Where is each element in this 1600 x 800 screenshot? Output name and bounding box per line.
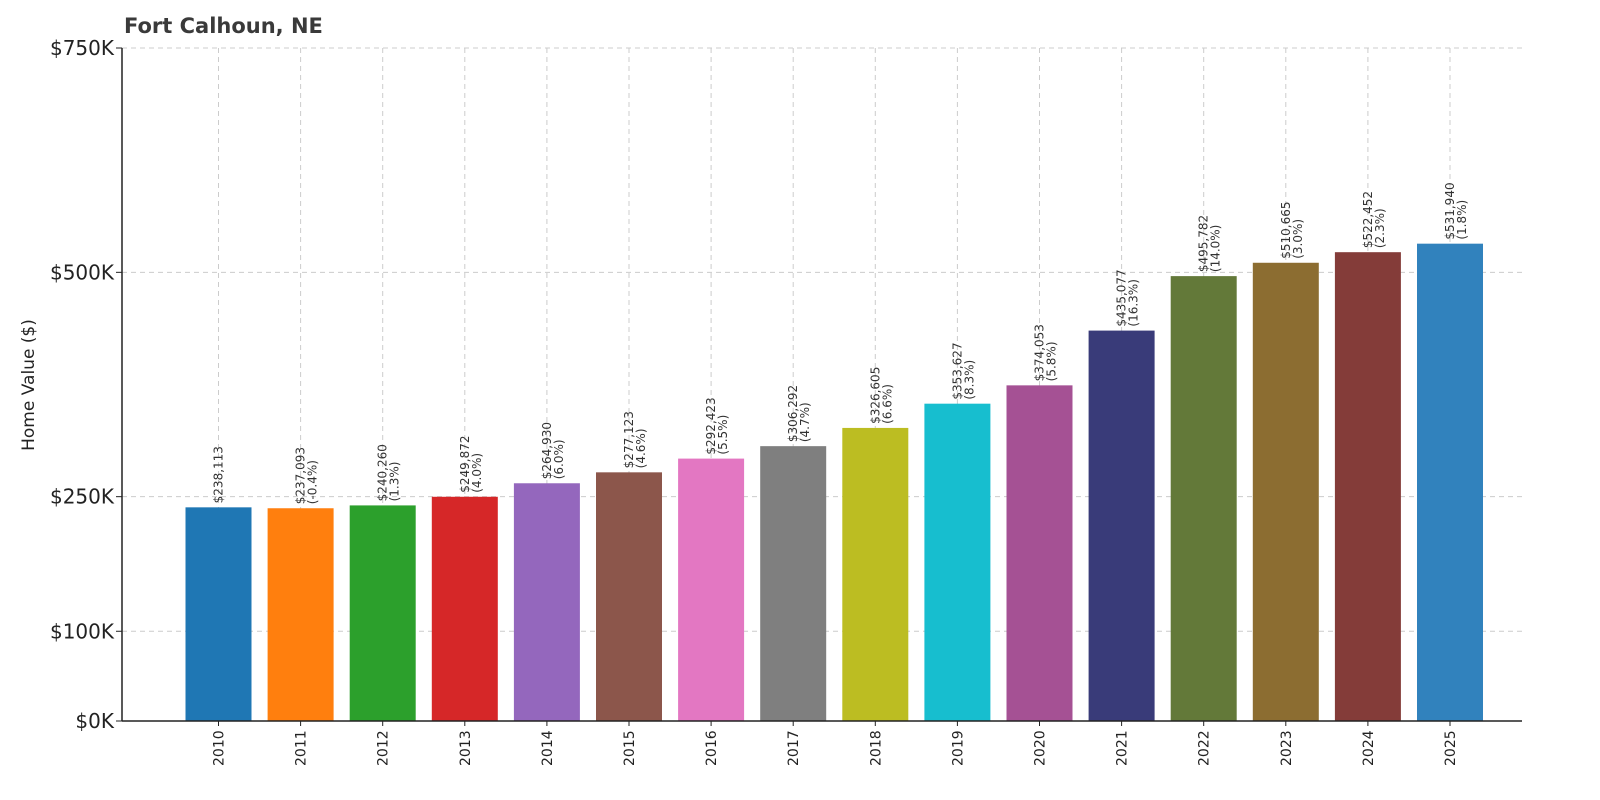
bar-2022	[1170, 276, 1237, 721]
value-label: $292,423	[704, 397, 718, 454]
y-tick-label: $250K	[50, 485, 115, 509]
x-tick-label: 2017	[786, 730, 802, 766]
value-label: $237,093	[294, 447, 308, 504]
data-labels: $238,113 $237,093(-0.4%) $240,260(1.3%) $24…	[212, 182, 1470, 504]
value-label: $374,053	[1033, 324, 1047, 381]
value-label: $435,077	[1115, 269, 1129, 326]
change-label: (3.0%)	[1291, 219, 1305, 259]
x-tick-label: 2018	[868, 730, 884, 766]
x-tick-label: 2016	[704, 730, 720, 766]
value-label: $264,930	[540, 422, 554, 479]
bar-2015	[596, 472, 662, 721]
y-axis-label: Home Value ($)	[19, 319, 39, 451]
change-label: (8.3%)	[962, 360, 976, 400]
y-tick-label: $0K	[75, 709, 114, 733]
change-label: (16.3%)	[1127, 279, 1141, 326]
change-label: (14.0%)	[1209, 225, 1223, 272]
x-tick-label: 2024	[1361, 730, 1377, 766]
change-label: (4.7%)	[798, 402, 812, 442]
x-tick-label: 2023	[1279, 730, 1295, 766]
bar-2020	[1006, 385, 1073, 721]
bar-2013	[431, 496, 498, 721]
bar-2019	[924, 403, 991, 721]
x-tick-label: 2011	[294, 730, 310, 766]
y-tick-label: $100K	[50, 619, 115, 643]
value-label: $306,292	[786, 385, 800, 442]
bar-2017	[760, 446, 827, 721]
x-tick-label: 2020	[1033, 730, 1049, 766]
value-label: $510,665	[1279, 201, 1293, 258]
bar-2023	[1252, 262, 1319, 721]
y-ticks: $0K $100K $250K $500K $750K	[50, 36, 122, 733]
bar-2024	[1334, 252, 1401, 721]
axes	[121, 48, 1522, 722]
bar-2014	[513, 483, 580, 721]
change-label: (2.3%)	[1373, 208, 1387, 248]
x-ticks: 2010 2011 2012 2013 2014 2015 2016 2017 2018 2019…	[212, 721, 1459, 766]
change-label: (4.0%)	[470, 453, 484, 493]
y-tick-label: $500K	[50, 260, 115, 284]
value-label: $238,113	[212, 446, 226, 503]
value-label: $522,452	[1361, 191, 1375, 248]
x-tick-label: 2010	[212, 730, 228, 766]
change-label: (5.5%)	[716, 415, 730, 455]
change-label: (1.8%)	[1455, 200, 1469, 240]
value-label: $249,872	[458, 436, 472, 493]
change-label: (1.3%)	[388, 462, 402, 502]
bar-2021	[1088, 330, 1155, 721]
x-tick-label: 2012	[376, 730, 392, 766]
bar-2010	[185, 507, 252, 721]
bar-2025	[1417, 243, 1483, 722]
value-label: $240,260	[376, 444, 390, 501]
change-label: (4.6%)	[634, 428, 648, 468]
value-label: $277,123	[622, 411, 636, 468]
x-tick-label: 2015	[622, 730, 638, 766]
change-label: (-0.4%)	[306, 460, 320, 504]
change-label: (5.8%)	[1045, 341, 1059, 381]
value-label: $353,627	[950, 342, 964, 399]
bars	[185, 243, 1483, 722]
chart-title: Fort Calhoun, NE	[124, 14, 323, 38]
x-tick-label: 2013	[458, 730, 474, 766]
x-tick-label: 2021	[1115, 730, 1131, 766]
x-tick-label: 2025	[1443, 730, 1459, 766]
value-label: $495,782	[1197, 215, 1211, 272]
x-tick-label: 2022	[1197, 730, 1213, 766]
bar-2018	[842, 427, 909, 721]
bar-2016	[678, 458, 745, 721]
y-tick-label: $750K	[50, 36, 115, 60]
value-label: $531,940	[1443, 182, 1457, 239]
x-tick-label: 2014	[540, 730, 556, 766]
change-label: (6.6%)	[880, 384, 894, 424]
x-tick-label: 2019	[950, 730, 966, 766]
value-label: $326,605	[868, 367, 882, 424]
bar-2011	[267, 508, 334, 721]
change-label: (6.0%)	[552, 439, 566, 479]
bar-2012	[349, 505, 416, 721]
